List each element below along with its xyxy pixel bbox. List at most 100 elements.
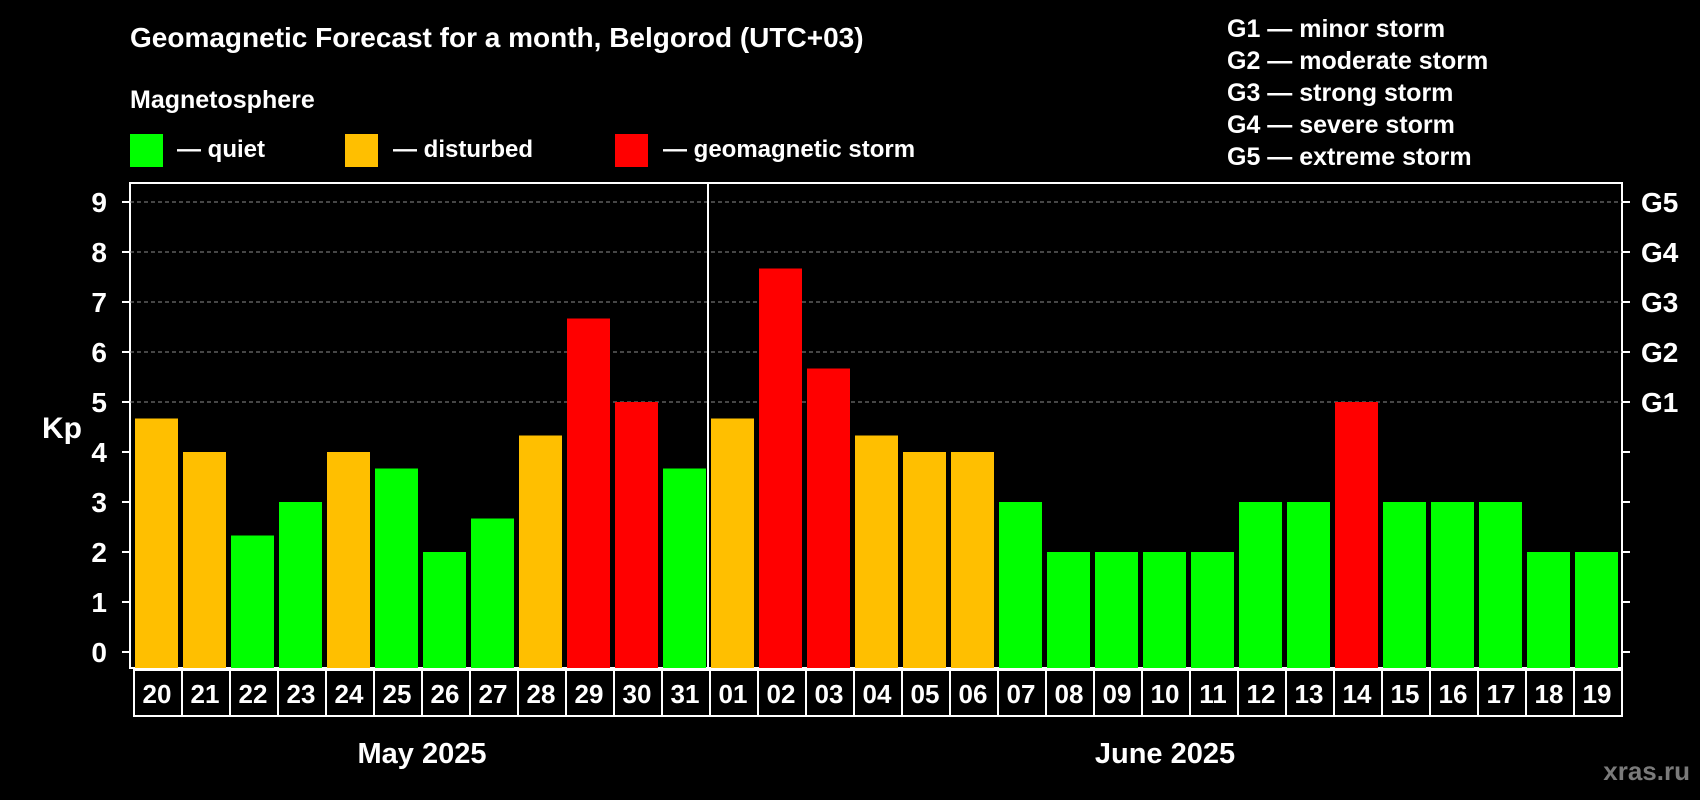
bar-27-may [471, 518, 514, 668]
bar-01-june [711, 418, 754, 668]
date-label-13: 13 [1295, 679, 1324, 709]
date-label-25: 25 [383, 679, 412, 709]
bar-10-june [1143, 552, 1186, 668]
bar-11-june [1191, 552, 1234, 668]
date-label-08: 08 [1055, 679, 1084, 709]
bar-06-june [951, 452, 994, 668]
date-cell [1237, 669, 1287, 717]
g-scale-legend: G1 — minor storm G2 — moderate storm G3 … [1227, 15, 1488, 171]
bar-30-may [615, 402, 658, 668]
gridlines [130, 201, 1622, 403]
date-cell [1189, 669, 1239, 717]
g-scale-item-g2: G2 — moderate storm [1227, 47, 1488, 75]
date-label-12: 12 [1247, 679, 1276, 709]
date-label-01: 01 [719, 679, 748, 709]
date-cell [373, 669, 423, 717]
g-level-label-g4: G4 [1641, 237, 1679, 268]
date-label-23: 23 [287, 679, 316, 709]
bar-17-june [1479, 502, 1522, 668]
y-tick-label: 3 [91, 487, 107, 518]
date-label-03: 03 [815, 679, 844, 709]
date-cell [709, 669, 759, 717]
y-axis-left: 0 1 2 3 4 5 6 7 8 9 [91, 187, 130, 668]
y-tick-label: 6 [91, 337, 107, 368]
date-label-24: 24 [335, 679, 364, 709]
date-label-26: 26 [431, 679, 460, 709]
g-scale-item-g5: G5 — extreme storm [1227, 143, 1472, 171]
date-label-09: 09 [1103, 679, 1132, 709]
date-cell [901, 669, 951, 717]
date-label-05: 05 [911, 679, 940, 709]
date-label-27: 27 [479, 679, 508, 709]
date-label-30: 30 [623, 679, 652, 709]
bar-23-may [279, 502, 322, 668]
bar-24-may [327, 452, 370, 668]
month-label-june: June 2025 [1095, 738, 1235, 770]
bar-26-may [423, 552, 466, 668]
legend-label-quiet: — quiet [177, 136, 265, 163]
date-cell [469, 669, 519, 717]
date-label-19: 19 [1583, 679, 1612, 709]
date-label-04: 04 [863, 679, 892, 709]
g-level-label-g1: G1 [1641, 387, 1678, 418]
bar-29-may [567, 318, 610, 668]
legend-label-storm: — geomagnetic storm [663, 136, 915, 163]
date-label-14: 14 [1343, 679, 1372, 709]
date-cell [997, 669, 1047, 717]
date-cell [421, 669, 471, 717]
bar-09-june [1095, 552, 1138, 668]
date-label-20: 20 [143, 679, 172, 709]
legend-swatch-quiet [130, 134, 163, 167]
bar-13-june [1287, 502, 1330, 668]
g-scale-item-g4: G4 — severe storm [1227, 111, 1455, 139]
bar-18-june [1527, 552, 1570, 668]
date-cell [853, 669, 903, 717]
bar-03-june [807, 368, 850, 668]
g-level-label-g5: G5 [1641, 187, 1678, 218]
bar-25-may [375, 468, 418, 668]
date-label-17: 17 [1487, 679, 1516, 709]
y-tick-label: 7 [91, 287, 107, 318]
chart-title: Geomagnetic Forecast for a month, Belgor… [130, 22, 864, 53]
date-cell [1525, 669, 1575, 717]
month-label-may: May 2025 [358, 738, 487, 770]
bar-20-may [135, 418, 178, 668]
date-cell [325, 669, 375, 717]
bar-22-may [231, 535, 274, 668]
date-label-31: 31 [671, 679, 700, 709]
y-tick-label: 4 [91, 437, 107, 468]
y-axis-right: G1 G2 G3 G4 G5 [1622, 187, 1679, 653]
g-scale-item-g3: G3 — strong storm [1227, 79, 1453, 107]
x-axis-dates: 20 21 22 23 24 25 26 27 28 29 30 31 01 02 03 04 05 06 07 08… [133, 669, 1623, 717]
date-label-07: 07 [1007, 679, 1036, 709]
bar-14-june [1335, 402, 1378, 668]
date-label-15: 15 [1391, 679, 1420, 709]
bar-19-june [1575, 552, 1618, 668]
bar-02-june [759, 268, 802, 668]
bar-05-june [903, 452, 946, 668]
legend-heading: Magnetosphere [130, 86, 315, 114]
date-label-22: 22 [239, 679, 268, 709]
bar-15-june [1383, 502, 1426, 668]
y-tick-label: 2 [91, 537, 107, 568]
date-label-28: 28 [527, 679, 556, 709]
date-cell [1285, 669, 1335, 717]
legend-swatch-disturbed [345, 134, 378, 167]
bar-21-may [183, 452, 226, 668]
date-label-16: 16 [1439, 679, 1468, 709]
bar-12-june [1239, 502, 1282, 668]
date-label-02: 02 [767, 679, 796, 709]
g-scale-item-g1: G1 — minor storm [1227, 15, 1445, 43]
bar-16-june [1431, 502, 1474, 668]
y-axis-label: Kp [42, 412, 82, 445]
date-cell [1045, 669, 1095, 717]
date-cell [133, 669, 183, 717]
date-cell [1141, 669, 1191, 717]
y-tick-label: 5 [91, 387, 107, 418]
date-label-10: 10 [1151, 679, 1180, 709]
bar-07-june [999, 502, 1042, 668]
legend: — quiet — disturbed — geomagnetic storm [130, 134, 915, 167]
date-label-21: 21 [191, 679, 220, 709]
bar-28-may [519, 435, 562, 668]
